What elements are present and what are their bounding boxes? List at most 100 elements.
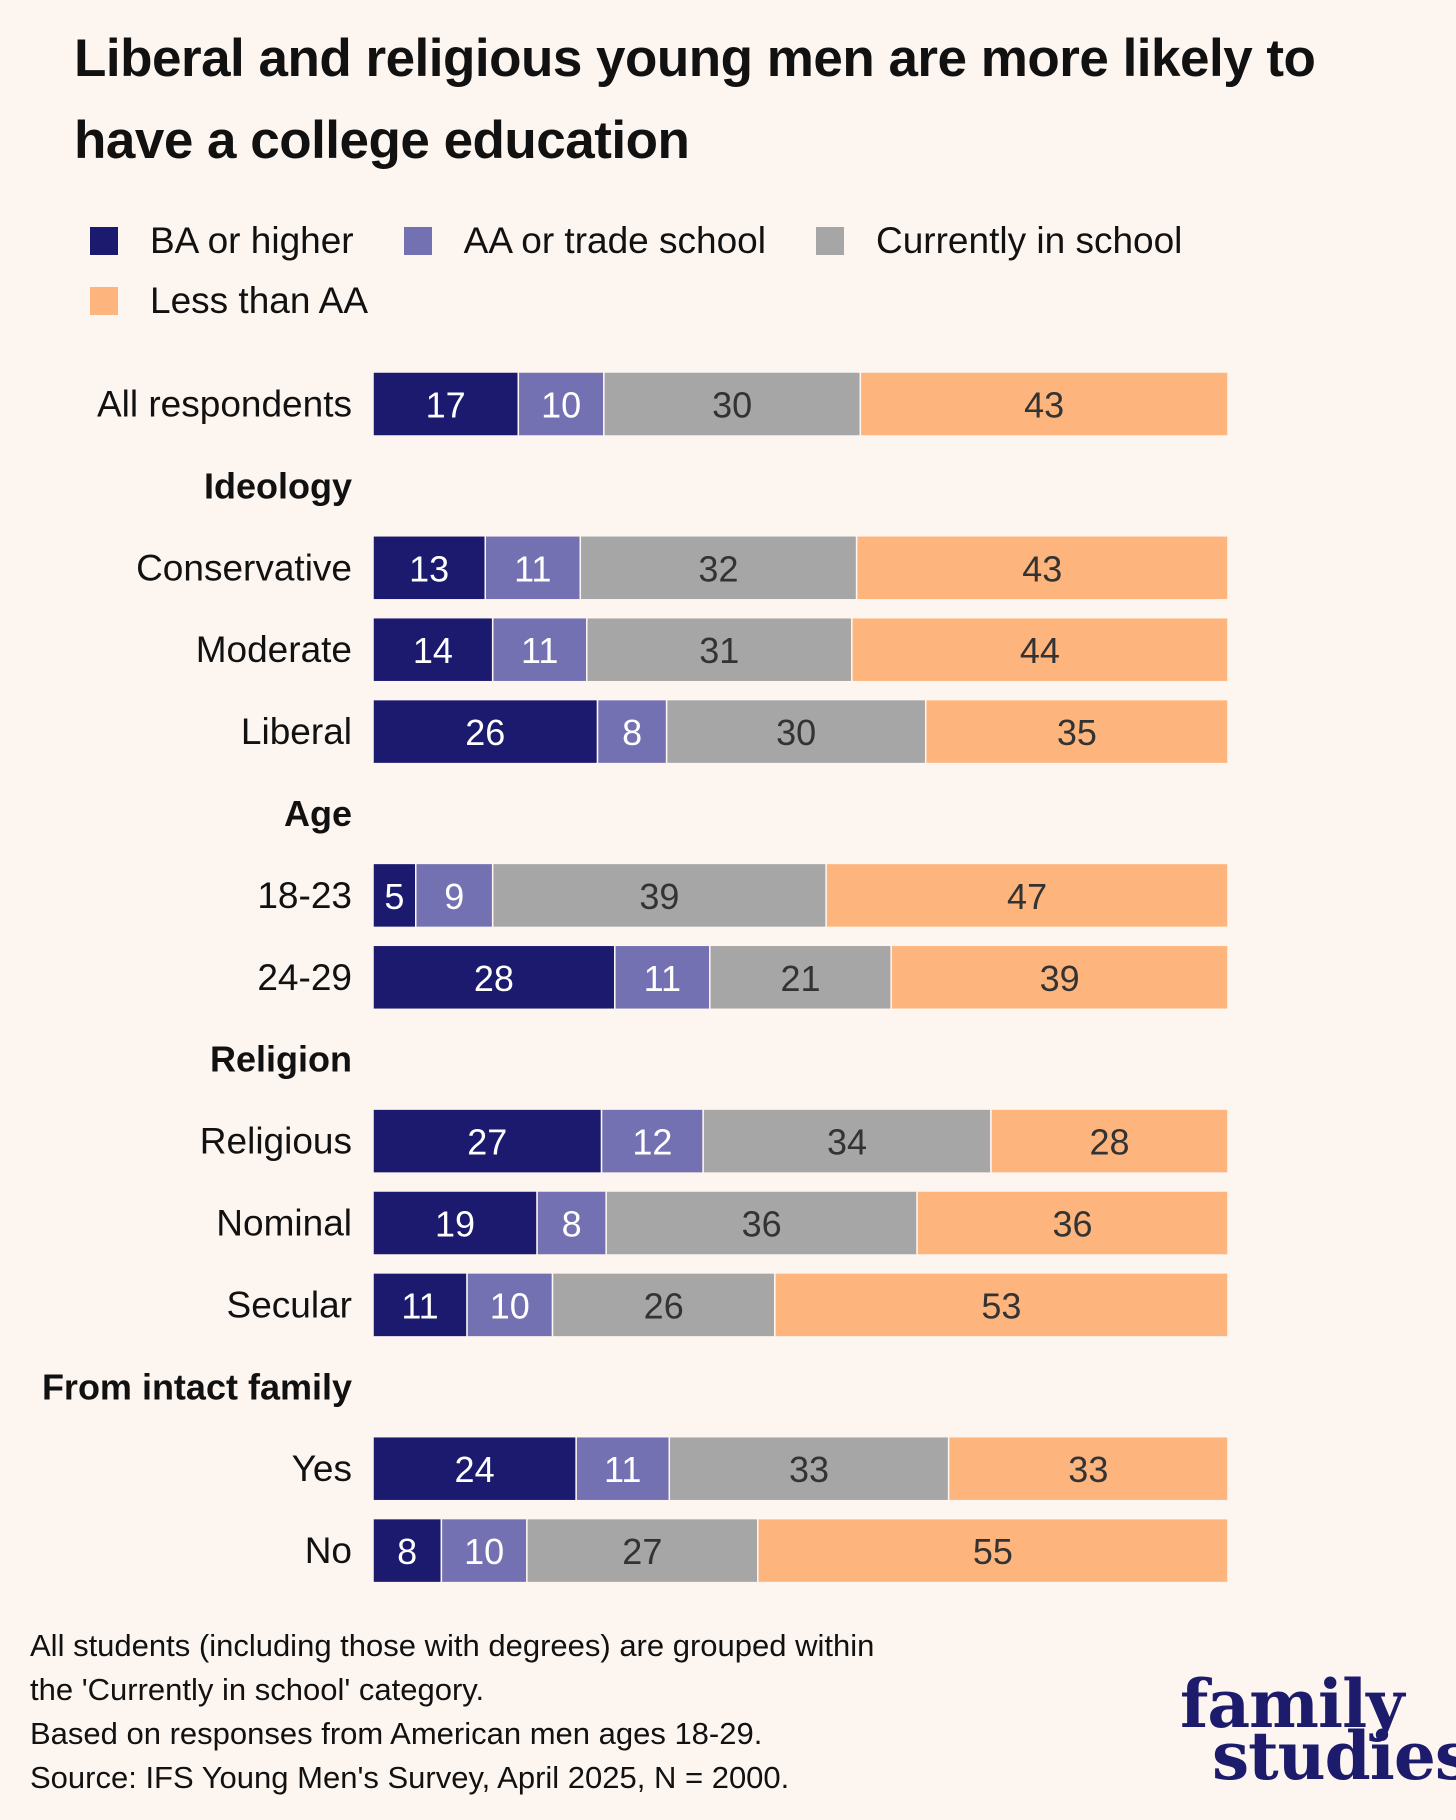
bar-segment bbox=[491, 862, 827, 929]
legend-swatch-less-than-aa bbox=[90, 287, 118, 315]
bar-segment bbox=[372, 698, 599, 765]
legend-label-less-than-aa: Less than AA bbox=[150, 280, 369, 321]
data-label: 33 bbox=[789, 1449, 829, 1490]
family-studies-logo: family studies bbox=[1180, 1665, 1456, 1795]
bar-segment bbox=[890, 944, 1229, 1011]
row-label: Religious bbox=[200, 1121, 352, 1162]
data-label: 11 bbox=[644, 958, 681, 999]
note-line: All students (including those with degre… bbox=[30, 1628, 875, 1663]
data-label: 9 bbox=[444, 876, 464, 917]
data-label: 24 bbox=[455, 1449, 495, 1490]
bar-segment bbox=[372, 1517, 443, 1584]
bar-segment bbox=[536, 1190, 607, 1256]
row-label: Conservative bbox=[136, 547, 352, 588]
legend-item-aa-or-trade-school: AA or trade school bbox=[403, 220, 766, 261]
row-label: Secular bbox=[227, 1284, 352, 1325]
row-label: All respondents bbox=[97, 384, 352, 425]
legend-item-currently-in-school: Currently in school bbox=[815, 220, 1182, 261]
bar-segment bbox=[709, 944, 892, 1011]
data-label: 36 bbox=[742, 1204, 782, 1245]
data-label: 10 bbox=[490, 1285, 530, 1326]
data-label: 27 bbox=[622, 1531, 662, 1572]
legend-swatch-aa-or-trade-school bbox=[403, 227, 432, 255]
bar-segment bbox=[372, 944, 616, 1011]
data-label: 27 bbox=[467, 1122, 507, 1163]
data-label: 34 bbox=[827, 1122, 867, 1163]
data-label: 39 bbox=[639, 876, 679, 917]
chart-legend: BA or higher AA or trade school Currentl… bbox=[90, 220, 1390, 321]
group-header: From intact family bbox=[42, 1366, 352, 1407]
bar-segment bbox=[440, 1517, 528, 1584]
bar-segment bbox=[600, 1108, 704, 1174]
data-label: 10 bbox=[464, 1531, 504, 1572]
bar-segment bbox=[484, 535, 582, 601]
bar-segment bbox=[605, 1190, 918, 1256]
row-label: Moderate bbox=[196, 629, 352, 670]
data-label: 28 bbox=[474, 958, 514, 999]
data-label: 8 bbox=[562, 1204, 582, 1245]
bar-segment bbox=[859, 371, 1229, 437]
bar-segment bbox=[825, 862, 1229, 929]
bar-segment bbox=[372, 1108, 603, 1174]
data-label: 8 bbox=[622, 712, 642, 753]
bar-segment bbox=[372, 535, 487, 601]
bar-segment bbox=[668, 1435, 950, 1502]
note-line: Source: IFS Young Men's Survey, April 20… bbox=[30, 1760, 790, 1795]
bar-segment bbox=[916, 1190, 1229, 1256]
legend-label-ba-or-higher: BA or higher bbox=[150, 220, 354, 261]
bar-segment bbox=[603, 371, 862, 437]
bar-segment bbox=[851, 616, 1229, 683]
legend-swatch-currently-in-school bbox=[815, 227, 844, 255]
legend-item-less-than-aa: Less than AA bbox=[90, 280, 369, 321]
legend-label-aa-or-trade-school: AA or trade school bbox=[463, 220, 766, 261]
data-label: 26 bbox=[644, 1285, 684, 1326]
data-label: 35 bbox=[1057, 712, 1097, 753]
logo-line-studies: studies bbox=[1212, 1717, 1456, 1795]
data-label: 12 bbox=[632, 1122, 672, 1163]
data-label: 14 bbox=[413, 630, 453, 671]
bar-segment bbox=[466, 1272, 554, 1338]
data-label: 10 bbox=[541, 385, 581, 426]
data-label: 36 bbox=[1053, 1204, 1093, 1245]
group-header: Religion bbox=[210, 1039, 352, 1080]
data-label: 13 bbox=[409, 548, 449, 589]
chart-title: Liberal and religious young men are more… bbox=[74, 29, 1316, 170]
bar-segment bbox=[596, 698, 668, 765]
data-label: 11 bbox=[604, 1449, 641, 1490]
data-label: 47 bbox=[1007, 876, 1047, 917]
group-header: Ideology bbox=[204, 465, 352, 506]
legend-item-ba-or-higher: BA or higher bbox=[90, 220, 354, 261]
bar-segment bbox=[579, 535, 858, 601]
bar-segment bbox=[757, 1517, 1229, 1584]
data-label: 32 bbox=[698, 548, 738, 589]
bar-segment bbox=[990, 1108, 1229, 1174]
data-label: 43 bbox=[1024, 385, 1064, 426]
bar-segment bbox=[947, 1435, 1229, 1502]
legend-swatch-ba-or-higher bbox=[90, 227, 118, 255]
data-label: 11 bbox=[514, 548, 551, 589]
data-label: 30 bbox=[776, 712, 816, 753]
data-label: 43 bbox=[1022, 548, 1062, 589]
bar-segment bbox=[614, 944, 711, 1011]
bar-segment bbox=[575, 1435, 671, 1502]
chart-notes: All students (including those with degre… bbox=[30, 1624, 1080, 1800]
stacked-bar-chart: All respondents 17 10 30 43 Ideology Conservat… bbox=[42, 371, 1229, 1584]
row-label: No bbox=[305, 1530, 352, 1571]
data-label: 11 bbox=[521, 630, 558, 671]
bar-segment bbox=[415, 862, 494, 929]
bar-segment bbox=[924, 698, 1229, 765]
bar-segment bbox=[855, 535, 1229, 601]
data-label: 8 bbox=[397, 1531, 417, 1572]
row-label: Yes bbox=[292, 1448, 352, 1489]
data-label: 28 bbox=[1089, 1122, 1129, 1163]
logo-line-family: family bbox=[1180, 1665, 1405, 1743]
data-label: 55 bbox=[973, 1531, 1013, 1572]
data-label: 30 bbox=[712, 385, 752, 426]
data-label: 31 bbox=[699, 630, 739, 671]
note-line: the 'Currently in school' category. bbox=[30, 1672, 485, 1707]
data-label: 26 bbox=[465, 712, 505, 753]
group-header: Age bbox=[284, 793, 352, 834]
bar-segment bbox=[526, 1517, 759, 1584]
data-label: 39 bbox=[1040, 958, 1080, 999]
row-label: Liberal bbox=[241, 711, 352, 752]
